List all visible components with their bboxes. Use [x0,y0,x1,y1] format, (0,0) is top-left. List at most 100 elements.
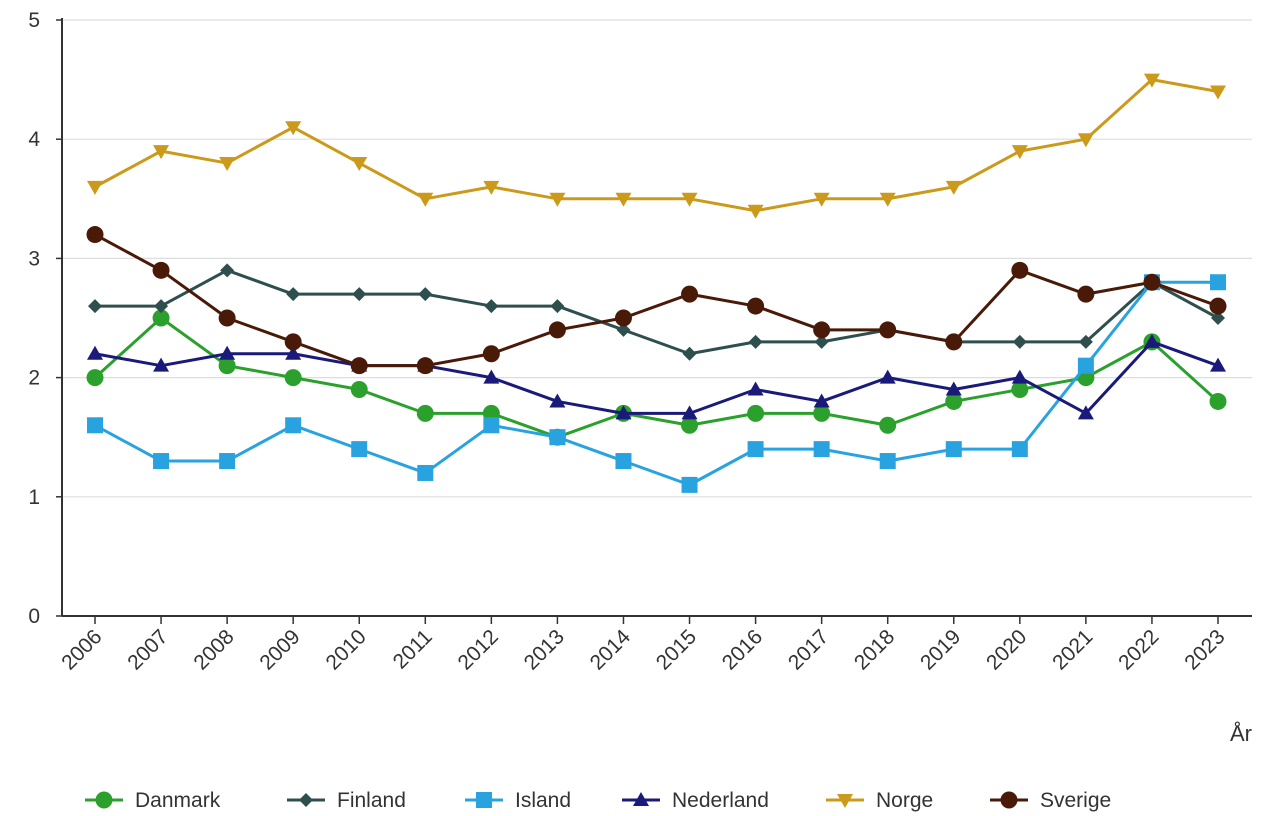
data-point-danmark [747,404,765,422]
data-point-danmark [813,404,831,422]
data-point-finland [1078,334,1093,349]
data-point-norge [615,192,632,207]
y-tick-label: 3 [28,247,40,270]
data-point-norge [945,180,962,195]
data-point-sverige [879,321,897,339]
data-point-norge [1077,133,1094,148]
data-point-island [417,464,434,481]
data-point-island [747,441,764,458]
x-tick-label: 2017 [784,625,833,674]
data-point-finland [418,287,433,302]
x-tick-label: 2020 [982,625,1031,674]
x-tick-label: 2010 [321,625,370,674]
data-point-norge [879,192,896,207]
data-point-finland [550,299,565,314]
series-line-danmark [93,316,1220,439]
data-point-nederland [1077,405,1094,420]
x-tick-label: 2022 [1114,625,1163,674]
data-point-island [813,441,830,458]
legend-item-island[interactable]: Island [465,789,571,812]
data-point-sverige [482,345,500,363]
data-point-norge [87,180,103,195]
legend-item-sverige[interactable]: Sverige [990,789,1111,812]
data-point-danmark [86,369,104,387]
data-point-island [681,476,698,493]
series-finland [88,263,1225,361]
data-point-nederland [153,357,170,372]
data-point-sverige [1077,285,1095,303]
data-point-finland [88,299,102,314]
data-point-norge [1143,73,1160,88]
x-tick-label: 2015 [652,625,701,674]
x-tick-label: 2009 [255,625,304,674]
data-point-danmark [945,392,963,410]
data-point-island [615,453,632,470]
y-tick-label: 1 [28,486,40,509]
data-point-sverige [1143,273,1161,291]
data-point-finland [286,287,301,302]
x-tick-label: 2014 [586,625,636,675]
data-point-sverige [1011,261,1029,279]
data-point-danmark [284,369,302,387]
data-point-norge [747,204,764,219]
data-point-danmark [879,416,897,434]
series-line-finland [95,268,1219,356]
legend-item-nederland[interactable]: Nederland [622,789,769,812]
legend-label: Island [515,789,571,812]
legend-marker [1000,791,1018,809]
data-point-island [1011,441,1028,458]
data-point-finland [484,299,499,314]
x-tick-label: 2007 [123,625,172,674]
series-group [86,73,1227,493]
data-point-sverige [218,309,236,327]
legend-item-finland[interactable]: Finland [287,789,406,812]
data-point-island [87,417,103,434]
legend-marker [633,792,649,806]
data-point-finland [616,322,631,337]
data-point-norge [219,157,236,172]
data-point-finland [352,287,367,302]
data-point-finland [1211,311,1225,325]
data-point-sverige [1209,297,1227,315]
data-point-nederland [87,345,103,360]
data-point-sverige [416,357,434,375]
data-point-nederland [681,405,698,420]
data-point-island [945,441,962,458]
x-tick-label: 2012 [454,625,503,674]
data-point-sverige [284,333,302,351]
data-point-danmark [152,309,170,327]
legend-item-danmark[interactable]: Danmark [85,789,221,812]
data-point-danmark [350,381,368,399]
data-point-island [549,429,566,446]
data-point-sverige [813,321,831,339]
x-tick-label: 2011 [389,625,437,673]
data-point-sverige [945,333,963,351]
x-tick-label: 2006 [57,625,106,674]
data-point-sverige [548,321,566,339]
legend-label: Norge [876,789,933,812]
data-point-island [1077,357,1094,374]
data-point-finland [814,334,829,349]
data-point-norge [681,192,698,207]
data-point-island [1210,274,1226,291]
data-point-sverige [614,309,632,327]
legend-label: Finland [337,789,406,812]
x-tick-label: 2023 [1180,625,1229,674]
data-point-danmark [1209,392,1227,410]
legend-item-norge[interactable]: Norge [826,789,933,812]
data-point-finland [682,346,697,361]
data-point-nederland [285,345,302,360]
data-point-norge [1210,85,1226,100]
data-point-nederland [483,369,500,384]
data-point-nederland [879,369,896,384]
data-point-sverige [152,261,170,279]
data-point-norge [153,145,170,160]
series-line-sverige [94,233,1219,368]
data-point-nederland [615,405,632,420]
data-point-sverige [350,357,368,375]
data-point-island [351,441,368,458]
x-tick-label: 2018 [850,625,899,674]
data-point-nederland [1011,369,1028,384]
legend[interactable]: Danmark Finland Island Nederland Norge Sverig… [85,789,1111,812]
